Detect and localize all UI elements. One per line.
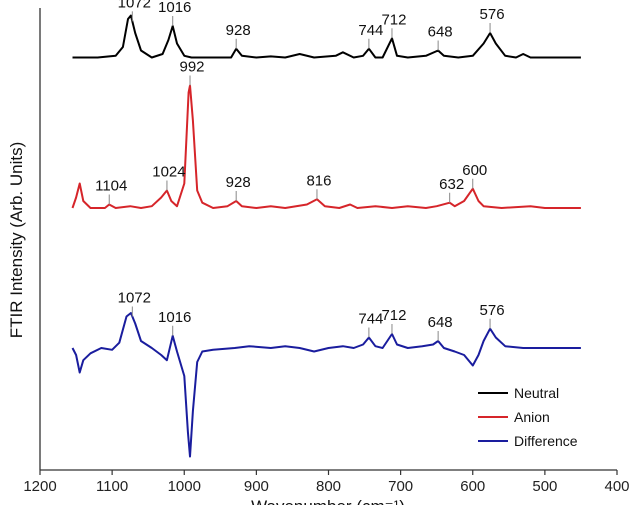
series-line-anion [71,84,581,209]
x-tick-label: 900 [244,478,269,495]
peak-label: 576 [480,302,505,319]
x-tick-label: 600 [460,478,485,495]
x-tick-label: 500 [532,478,557,495]
series-line-neutral [72,14,581,59]
y-axis-title: FTIR Intensity (Arb. Units) [7,142,26,338]
series-layer [71,14,581,458]
legend-label-anion: Anion [514,409,550,425]
peak-label: 632 [439,176,464,193]
x-tick-label: 1000 [168,478,201,495]
peak-label: 648 [428,24,453,41]
peak-label: 992 [180,59,205,76]
peak-label: 744 [358,22,383,39]
x-tick-label: 1100 [96,478,128,495]
peak-label: 928 [226,174,251,191]
peak-label: 712 [381,11,406,28]
x-axis-title: Wavenumber (cm⁻¹) [251,497,405,505]
x-tick-label: 800 [316,478,341,495]
legend-label-neutral: Neutral [514,385,559,401]
x-tick-label: 700 [388,478,413,495]
peak-label: 744 [358,311,383,328]
peak-label: 1016 [158,309,191,326]
x-tick-label: 1200 [23,478,56,495]
peak-label: 600 [462,162,487,179]
peak-label: 1016 [158,0,191,16]
legend: Neutral Anion Difference [478,385,578,449]
x-ticks: 1200 1100 1000 900 800 700 600 500 400 [23,470,630,495]
peak-label: 576 [480,6,505,23]
x-tick-label: 400 [604,478,629,495]
peak-label: 928 [226,22,251,39]
peak-label: 648 [428,314,453,331]
peak-label: 1072 [118,290,151,307]
legend-label-difference: Difference [514,433,578,449]
peak-label: 816 [306,172,331,189]
peak-label: 712 [381,307,406,324]
peak-label: 1024 [152,164,185,181]
peak-label: 1104 [95,178,127,195]
peak-label: 1072 [118,0,151,11]
series-line-difference [71,312,581,458]
